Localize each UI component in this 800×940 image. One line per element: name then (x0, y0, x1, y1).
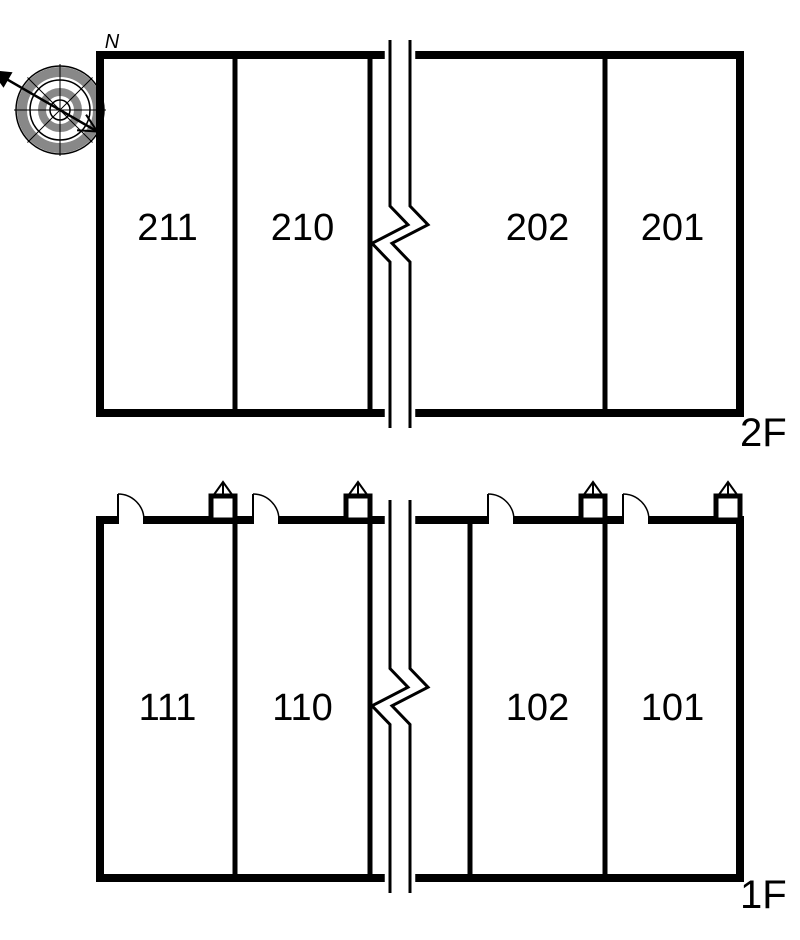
floor-2F: 211 210 202 201 2F (100, 40, 787, 455)
floor-1F: 111 110 102 101 1F (100, 482, 787, 917)
pillar (211, 496, 235, 520)
unit-label-202: 202 (506, 207, 569, 249)
unit-label-111: 111 (139, 687, 197, 729)
unit-label-102: 102 (506, 687, 569, 729)
pillar (581, 496, 605, 520)
unit-label-101: 101 (641, 687, 704, 729)
unit-label-110: 110 (272, 687, 333, 729)
unit-label-210: 210 (271, 207, 334, 249)
pillar (716, 496, 740, 520)
pillar (346, 496, 370, 520)
unit-label-211: 211 (137, 207, 198, 249)
floor-label-2F: 2F (740, 411, 787, 455)
unit-label-201: 201 (641, 207, 704, 249)
compass-n-label: N (105, 31, 120, 53)
floor-label-1F: 1F (740, 873, 787, 917)
